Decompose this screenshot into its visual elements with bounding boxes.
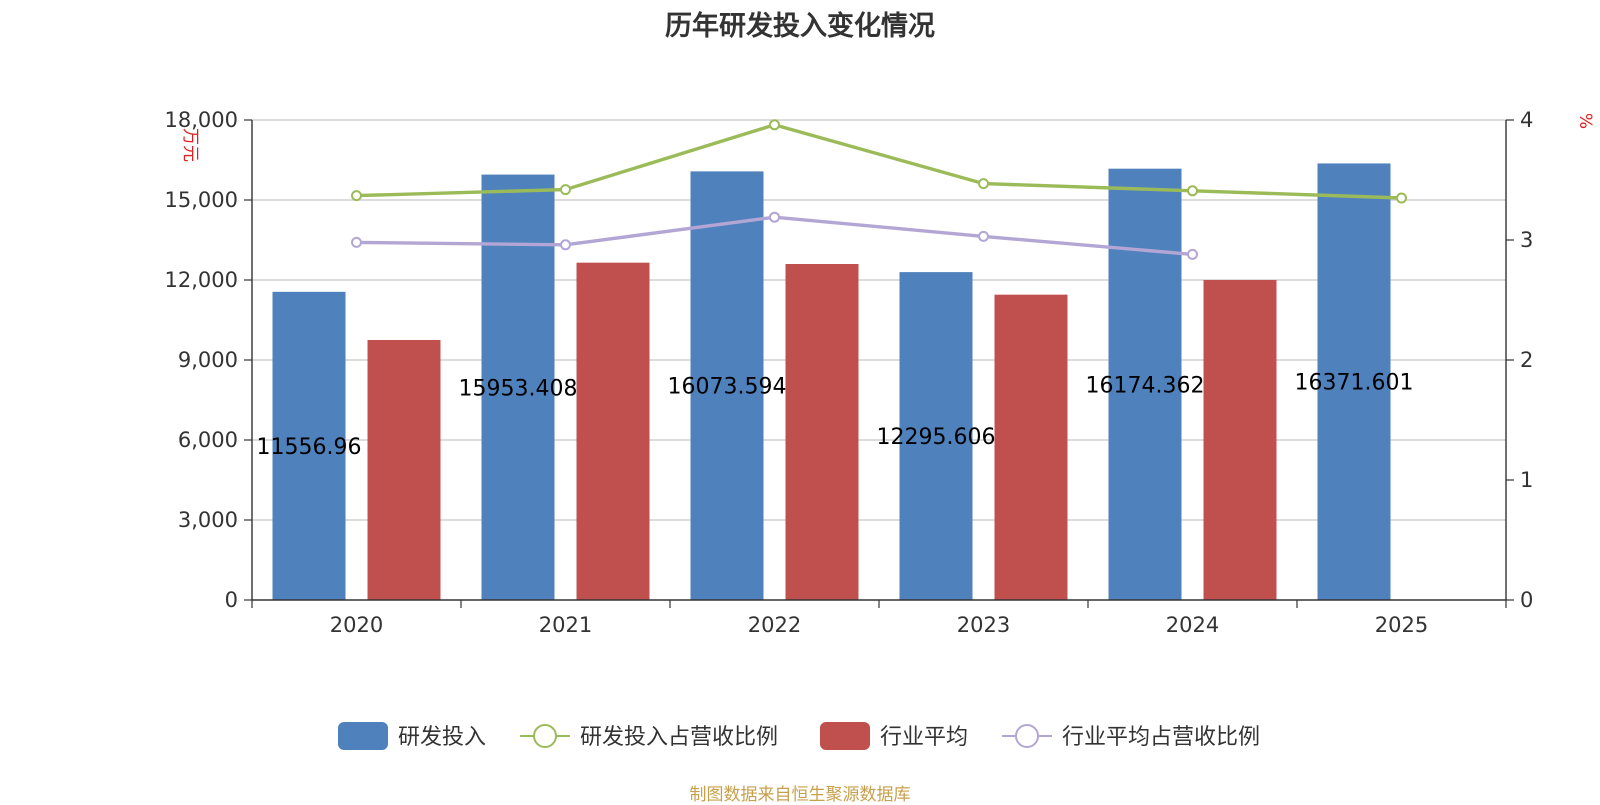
y-left-unit: 万元 bbox=[180, 128, 200, 162]
bar-rd bbox=[1317, 163, 1391, 600]
y-right-tick-label: 4 bbox=[1520, 108, 1533, 132]
bar-data-label: 11556.96 bbox=[257, 435, 362, 460]
chart-canvas: 0 3,000 6,000 9,000 12,000 15,000 18,000 0 1 2 3 4 万… bbox=[165, 108, 1595, 750]
bar-data-label: 16371.601 bbox=[1295, 371, 1414, 396]
y-left-tick-label: 18,000 bbox=[165, 108, 238, 132]
legend-swatch bbox=[820, 722, 870, 750]
line-point bbox=[1187, 185, 1198, 197]
line-series bbox=[356, 123, 1402, 200]
line-point bbox=[769, 119, 780, 131]
legend-label: 行业平均 bbox=[880, 725, 968, 750]
y-right-tick-label: 3 bbox=[1520, 228, 1533, 252]
x-tick-label: 2025 bbox=[1375, 613, 1428, 637]
grid-layer bbox=[252, 119, 1506, 521]
axis-layer: 0 3,000 6,000 9,000 12,000 15,000 18,000 0 1 2 3 4 万… bbox=[165, 108, 1595, 637]
bar-rd bbox=[272, 291, 346, 600]
bar-rd bbox=[899, 272, 973, 600]
y-left-tick-label: 0 bbox=[225, 588, 238, 612]
bar-rd bbox=[1108, 168, 1182, 600]
lines-layer bbox=[351, 119, 1407, 260]
x-tick-label: 2024 bbox=[1166, 613, 1219, 637]
x-tick-label: 2023 bbox=[957, 613, 1010, 637]
x-tick-label: 2020 bbox=[330, 613, 383, 637]
legend-marker bbox=[533, 724, 557, 748]
y-left-tick-label: 3,000 bbox=[178, 508, 238, 532]
y-left-tick-label: 12,000 bbox=[165, 268, 238, 292]
bar-data-label: 16174.362 bbox=[1086, 373, 1205, 398]
y-left-tick-label: 15,000 bbox=[165, 188, 238, 212]
line-point bbox=[769, 211, 780, 223]
legend-label: 研发投入 bbox=[398, 725, 486, 750]
bar-data-label: 16073.594 bbox=[668, 375, 787, 400]
line-point bbox=[1396, 192, 1407, 204]
line-point bbox=[351, 190, 362, 202]
bar-industry bbox=[367, 340, 441, 600]
y-left-tick-label: 6,000 bbox=[178, 428, 238, 452]
legend-swatch bbox=[338, 722, 388, 750]
bars-layer bbox=[272, 163, 1391, 600]
bar-data-label: 15953.408 bbox=[459, 376, 578, 401]
y-left-tick-label: 9,000 bbox=[178, 348, 238, 372]
y-right-tick-label: 1 bbox=[1520, 468, 1533, 492]
legend-label: 行业平均占营收比例 bbox=[1062, 725, 1260, 750]
legend-layer: 研发投入 研发投入占营收比例 行业平均 行业平均占营收比例 bbox=[338, 722, 1260, 750]
chart-title: 历年研发投入变化情况 bbox=[665, 11, 935, 42]
x-tick-label: 2022 bbox=[748, 613, 801, 637]
bar-rd bbox=[690, 171, 764, 600]
bar-industry bbox=[576, 262, 650, 600]
bar-industry bbox=[785, 264, 859, 600]
line-point bbox=[1187, 248, 1198, 260]
line-point bbox=[560, 239, 571, 251]
line-point bbox=[978, 178, 989, 190]
legend-label: 研发投入占营收比例 bbox=[580, 725, 778, 750]
labels-layer: 11556.96 15953.408 16073.594 12295.606 16174… bbox=[257, 371, 1414, 460]
line-point bbox=[351, 236, 362, 248]
bar-industry bbox=[994, 294, 1068, 600]
x-tick-label: 2021 bbox=[539, 613, 592, 637]
line-point bbox=[978, 230, 989, 242]
y-right-unit: % bbox=[1575, 113, 1595, 129]
y-right-tick-label: 0 bbox=[1520, 588, 1533, 612]
y-right-tick-label: 2 bbox=[1520, 348, 1533, 372]
line-point bbox=[560, 184, 571, 196]
legend-marker bbox=[1015, 724, 1039, 748]
bar-industry bbox=[1203, 280, 1277, 600]
bar-data-label: 12295.606 bbox=[877, 425, 996, 450]
source-note: 制图数据来自恒生聚源数据库 bbox=[689, 785, 911, 805]
